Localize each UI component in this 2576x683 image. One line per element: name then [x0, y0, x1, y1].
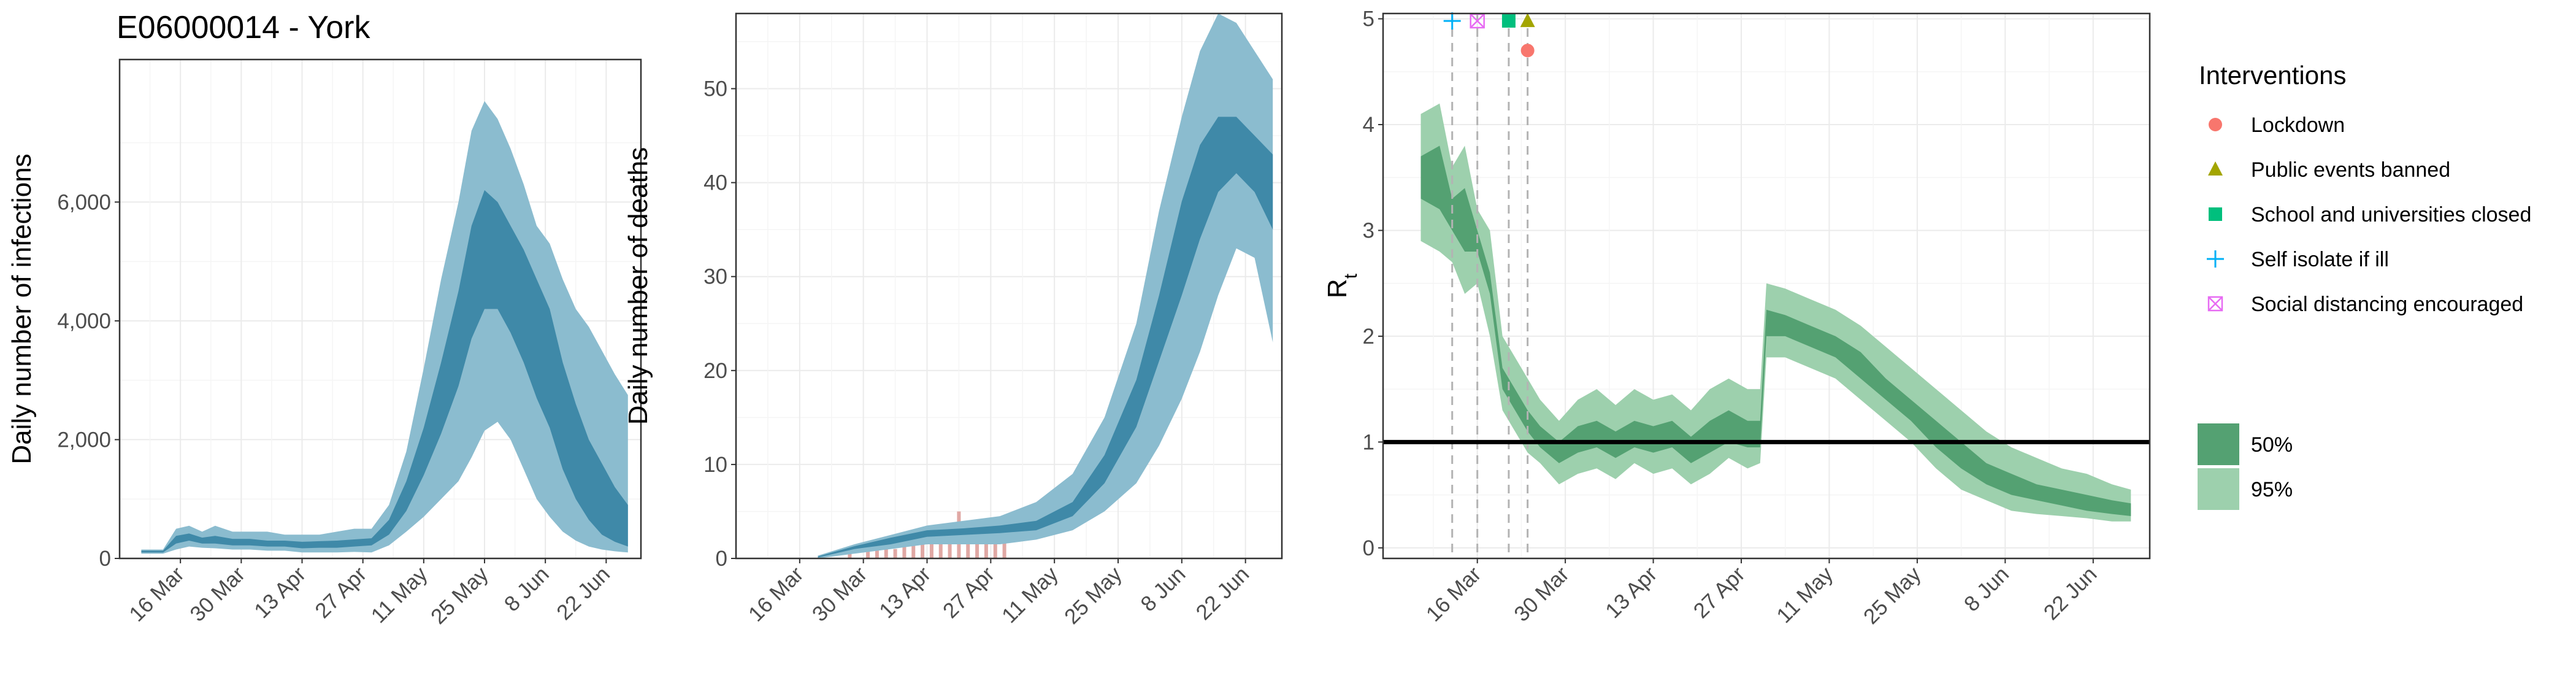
band-95pct: [818, 14, 1273, 558]
legend-title: Interventions: [2199, 61, 2346, 90]
page-title: E06000014 - York: [117, 10, 370, 45]
y-tick-label: 1: [1363, 430, 1374, 454]
rt-panel: 0 1 2 3 4 5 16 Mar 30 Mar 13 Apr 27 Apr 11 May 25 M…: [1322, 7, 2151, 629]
y-tick-label: 0: [1363, 536, 1374, 560]
y-tick-label: 3: [1363, 218, 1374, 242]
observed-death-bar: [975, 530, 979, 558]
y-tick-label: 2,000: [57, 428, 111, 452]
marker-circle: [1520, 44, 1535, 58]
y-tick-label: 0: [716, 547, 727, 571]
observed-death-bar: [966, 539, 970, 558]
x-tick-label: 13 Apr: [1601, 562, 1662, 623]
x-tick-label: 30 Mar: [1509, 562, 1574, 627]
x-tick-label: 8 Jun: [1960, 562, 2014, 616]
band-50pct: [818, 117, 1273, 558]
x-tick-label: 27 Apr: [310, 562, 371, 623]
legend-item-label: School and universities closed: [2251, 203, 2531, 226]
x-tick-label: 8 Jun: [1136, 562, 1190, 616]
band-95pct: [141, 101, 628, 554]
x-tick-label: 16 Mar: [1422, 562, 1486, 627]
observed-death-bar: [893, 549, 897, 558]
marker-square: [1501, 14, 1516, 28]
x-tick-label: 27 Apr: [938, 562, 999, 623]
observed-death-bar: [1002, 530, 1006, 558]
x-tick-label: 30 Mar: [185, 562, 250, 627]
marker-triangle: [1520, 13, 1535, 28]
legend-band-swatch: [2198, 423, 2239, 465]
y-tick-label: 6,000: [57, 190, 111, 214]
observed-death-bar: [911, 539, 916, 558]
legend-square-icon: [2209, 207, 2222, 221]
y-axis-label: Daily number of infections: [7, 153, 37, 464]
x-tick-label: 22 Jun: [1191, 562, 1254, 625]
x-tick-label: 13 Apr: [875, 562, 935, 623]
legend: Interventions Lockdown Public events banne…: [2198, 61, 2531, 510]
observed-death-bar: [938, 539, 943, 558]
y-tick-label: 0: [99, 547, 111, 571]
x-tick-label: 16 Mar: [744, 562, 808, 627]
y-tick-label: 50: [703, 77, 727, 101]
marker-plus: [1443, 12, 1461, 30]
band-50pct: [141, 190, 628, 553]
y-tick-label: 10: [703, 453, 727, 477]
y-axis-label-subscript: t: [1341, 273, 1361, 279]
legend-item-label: Lockdown: [2251, 114, 2345, 137]
legend-plus-icon: [2207, 250, 2224, 268]
x-tick-label: 16 Mar: [125, 562, 189, 627]
legend-boxx-icon: [2207, 296, 2223, 312]
y-axis-label: Daily number of deaths: [623, 147, 653, 425]
x-tick-label: 11 May: [997, 562, 1063, 628]
y-tick-label: 40: [703, 171, 727, 195]
legend-band-label: 95%: [2251, 478, 2293, 501]
observed-death-bar: [929, 539, 933, 558]
x-tick-label: 11 May: [1772, 562, 1838, 628]
y-tick-label: 4,000: [57, 309, 111, 333]
y-axis-label: Rt: [1322, 273, 1361, 298]
x-tick-label: 25 May: [426, 562, 493, 629]
observed-death-bar: [866, 549, 870, 558]
x-tick-label: 8 Jun: [500, 562, 554, 616]
legend-band-swatch: [2198, 468, 2239, 510]
observed-death-bar: [984, 539, 988, 558]
x-tick-label: 25 May: [1859, 562, 1926, 629]
y-tick-label: 5: [1363, 7, 1374, 31]
legend-triangle-icon: [2208, 161, 2223, 176]
x-tick-label: 25 May: [1060, 562, 1127, 629]
y-tick-label: 20: [703, 359, 727, 383]
observed-death-bar: [993, 539, 997, 558]
legend-item-label: Public events banned: [2251, 158, 2450, 182]
x-tick-label: 27 Apr: [1689, 562, 1750, 623]
legend-band-label: 50%: [2251, 433, 2293, 457]
x-tick-label: 22 Jun: [2039, 562, 2102, 625]
y-tick-label: 4: [1363, 113, 1374, 137]
band-50pct: [1420, 145, 2131, 516]
observed-death-bar: [902, 539, 907, 558]
legend-item-label: Social distancing encouraged: [2251, 293, 2523, 316]
observed-death-bar: [948, 530, 952, 558]
x-tick-label: 11 May: [367, 562, 432, 628]
legend-item-label: Self isolate if ill: [2251, 248, 2389, 271]
x-tick-label: 30 Mar: [808, 562, 872, 627]
x-tick-label: 22 Jun: [552, 562, 615, 625]
x-tick-label: 13 Apr: [250, 562, 310, 623]
legend-circle-icon: [2209, 118, 2222, 131]
y-tick-label: 30: [703, 265, 727, 289]
observed-death-bar: [875, 549, 879, 558]
y-tick-label: 2: [1363, 325, 1374, 349]
